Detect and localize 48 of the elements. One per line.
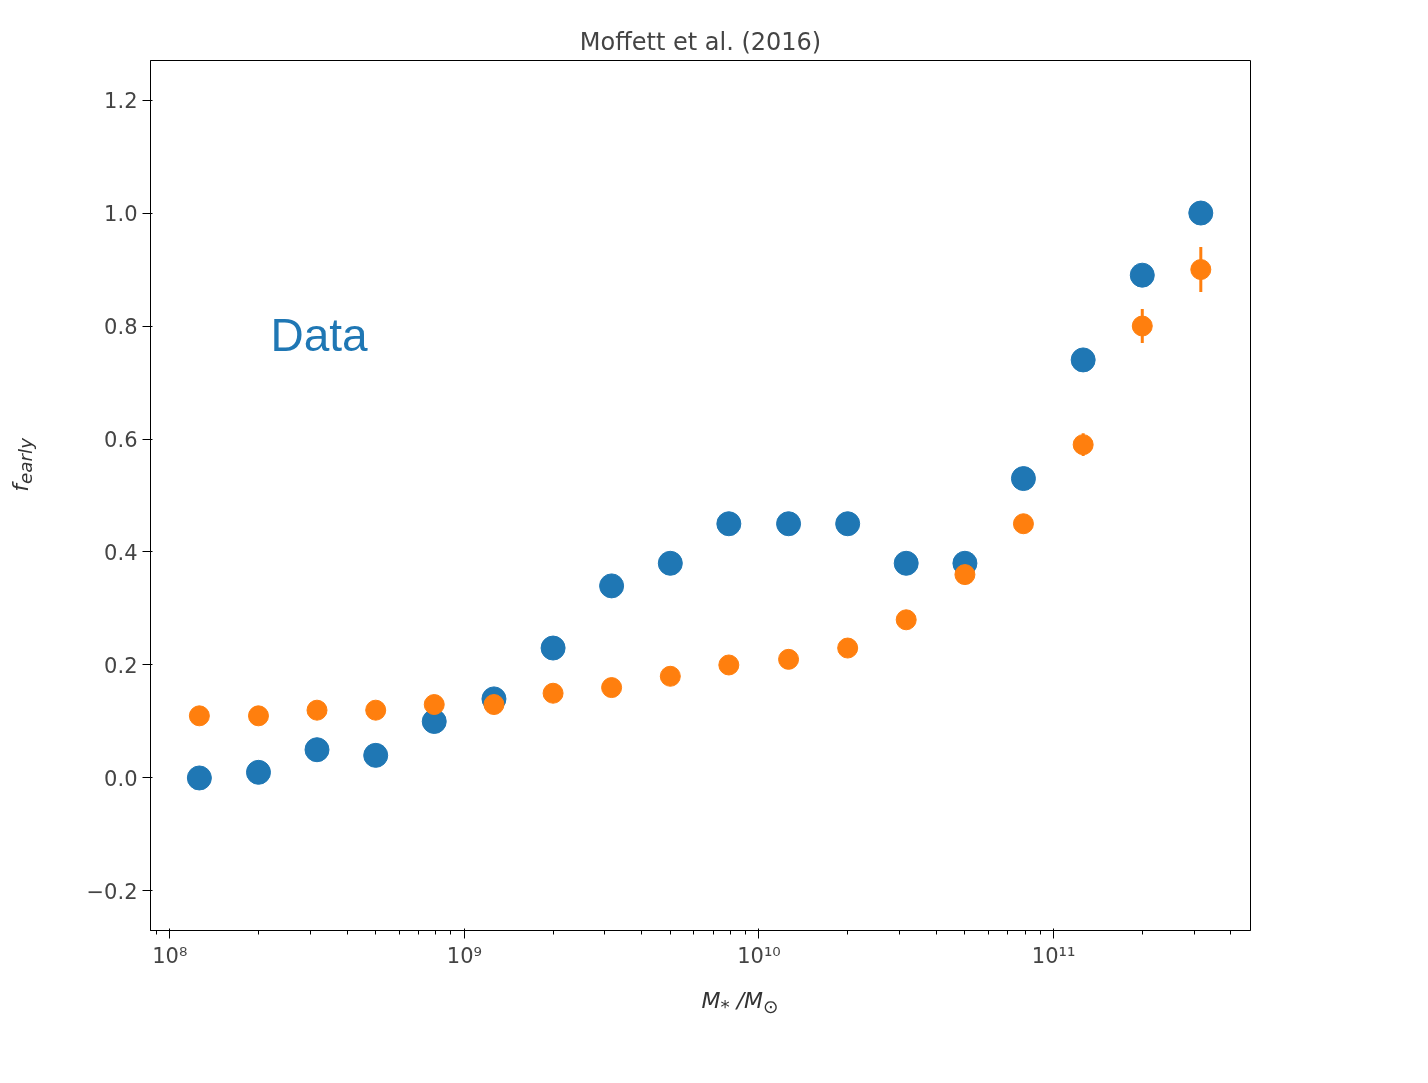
- point: [540, 635, 566, 661]
- point: [776, 511, 802, 537]
- point: [657, 550, 683, 576]
- chart-title: Moffett et al. (2016): [579, 27, 822, 56]
- y-tick-label: 0.6: [104, 428, 138, 453]
- point: [1070, 347, 1096, 373]
- x-tick-label: 10¹¹: [1031, 943, 1076, 968]
- point: [601, 677, 623, 699]
- point: [1188, 200, 1214, 226]
- point: [365, 699, 387, 721]
- point: [1190, 259, 1212, 281]
- point: [716, 511, 742, 537]
- point: [1131, 315, 1153, 337]
- y-tick-label: 1.0: [104, 202, 138, 227]
- point: [1012, 513, 1034, 535]
- x-axis-title: M$_{*}$ /M$_{⊙}$: [700, 987, 780, 1020]
- x-tick-label: 10⁸: [152, 943, 188, 968]
- point: [1010, 466, 1036, 492]
- point: [895, 609, 917, 631]
- point: [186, 765, 212, 791]
- point: [835, 511, 861, 537]
- point: [659, 665, 681, 687]
- y-tick-label: 0.2: [104, 653, 138, 678]
- y-tick-label: 0.0: [104, 766, 138, 791]
- y-tick-label: 1.2: [104, 89, 138, 114]
- point: [599, 573, 625, 599]
- point: [363, 742, 389, 768]
- point: [245, 759, 271, 785]
- y-tick-label: −0.2: [86, 879, 138, 904]
- point: [247, 705, 269, 727]
- point: [423, 694, 445, 716]
- point: [304, 737, 330, 763]
- y-tick-label: 0.4: [104, 540, 138, 565]
- point: [954, 564, 976, 586]
- x-tick-label: 10⁹: [446, 943, 482, 968]
- point: [306, 699, 328, 721]
- point: [837, 637, 859, 659]
- text: Data: [270, 308, 369, 361]
- x-tick-label: 10¹⁰: [737, 943, 781, 968]
- point: [188, 705, 210, 727]
- point: [778, 648, 800, 670]
- point: [718, 654, 740, 676]
- point: [1129, 262, 1155, 288]
- point: [1072, 434, 1094, 456]
- y-tick-label: 0.8: [104, 315, 138, 340]
- point: [893, 550, 919, 576]
- point: [542, 682, 564, 704]
- point: [483, 694, 505, 716]
